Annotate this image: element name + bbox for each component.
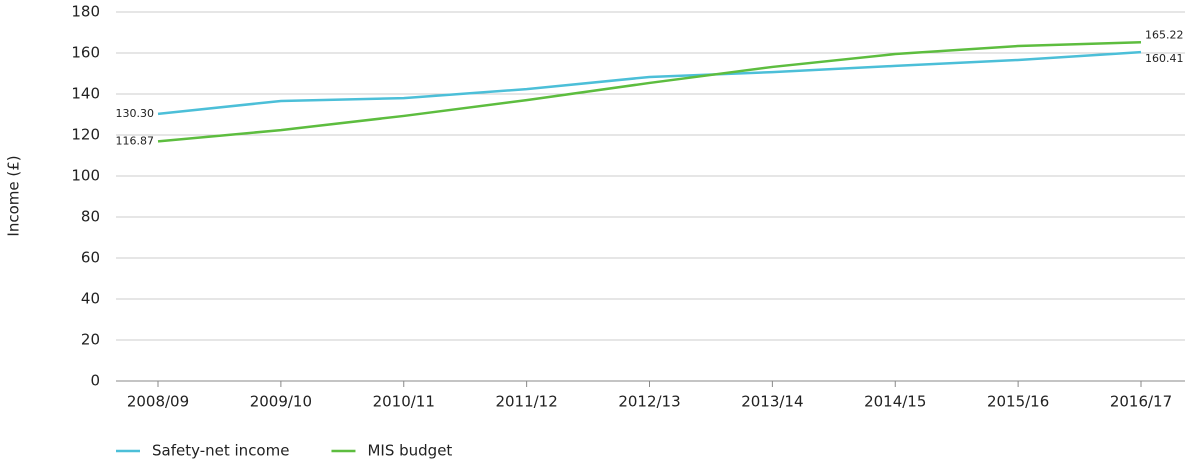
x-tick-label: 2011/12 xyxy=(495,393,557,411)
y-tick-label: 140 xyxy=(71,85,100,103)
data-label: 160.41 xyxy=(1145,52,1184,65)
y-tick-label: 60 xyxy=(81,249,100,267)
y-tick-label: 100 xyxy=(71,167,100,185)
x-tick-label: 2013/14 xyxy=(741,393,803,411)
legend-label: MIS budget xyxy=(367,442,452,460)
y-tick-label: 40 xyxy=(81,290,100,308)
data-label: 116.87 xyxy=(116,134,155,147)
data-label: 165.22 xyxy=(1145,28,1184,41)
series-line xyxy=(157,41,1142,143)
data-label: 130.30 xyxy=(116,107,155,120)
x-tick-label: 2012/13 xyxy=(618,393,680,411)
y-tick-label: 180 xyxy=(71,3,100,21)
x-tick-label: 2016/17 xyxy=(1110,393,1172,411)
y-tick-label: 20 xyxy=(81,331,100,349)
y-tick-label: 160 xyxy=(71,44,100,62)
x-tick-label: 2010/11 xyxy=(373,393,435,411)
y-tick-label: 120 xyxy=(71,126,100,144)
y-tick-label: 80 xyxy=(81,208,100,226)
x-tick-label: 2008/09 xyxy=(127,393,189,411)
y-axis-label: Income (£) xyxy=(5,155,23,236)
x-tick-label: 2015/16 xyxy=(987,393,1049,411)
x-tick-label: 2014/15 xyxy=(864,393,926,411)
series-line xyxy=(157,50,1142,116)
x-tick-label: 2009/10 xyxy=(250,393,312,411)
y-tick-label: 0 xyxy=(90,372,100,390)
legend-label: Safety-net income xyxy=(152,442,289,460)
